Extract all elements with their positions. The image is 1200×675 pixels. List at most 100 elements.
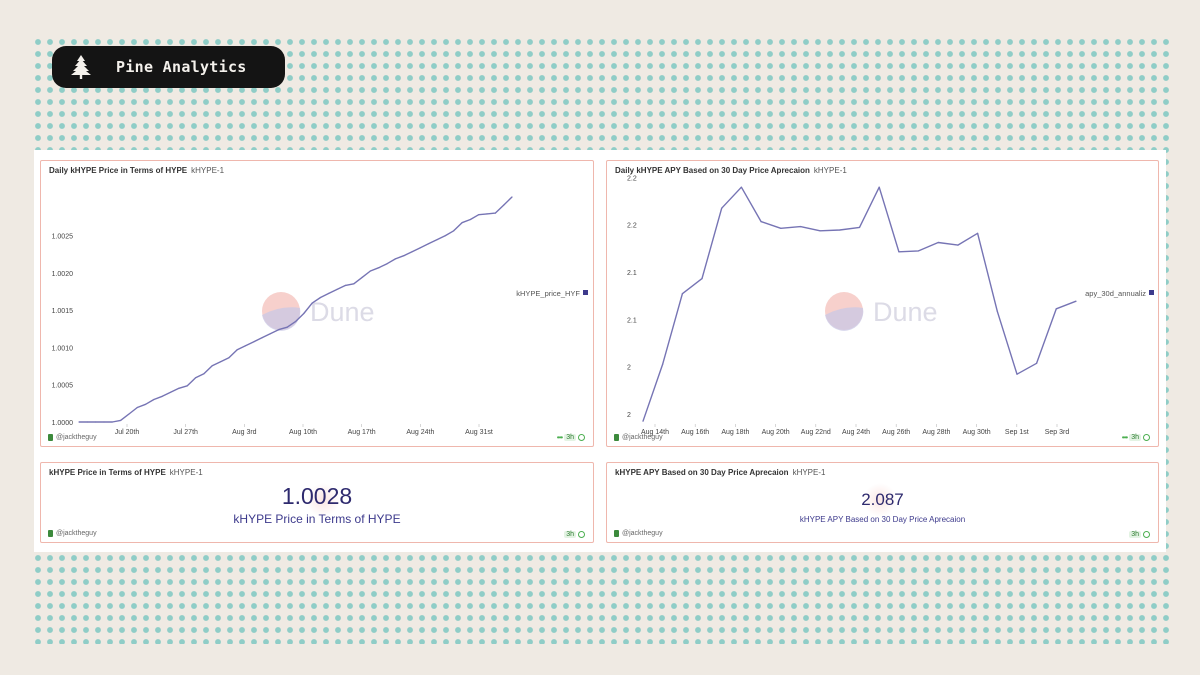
data-point bbox=[386, 263, 388, 265]
x-tick-label: Aug 18th bbox=[721, 429, 749, 436]
x-tick-label: Aug 17th bbox=[348, 429, 376, 436]
data-point bbox=[203, 373, 205, 375]
data-point bbox=[369, 270, 371, 272]
status-dots-icon: ••• bbox=[1121, 433, 1128, 442]
author[interactable]: @jacktheguy bbox=[48, 530, 97, 537]
data-point bbox=[681, 293, 683, 295]
data-point bbox=[1036, 362, 1038, 364]
check-icon bbox=[578, 531, 585, 538]
data-point bbox=[378, 267, 380, 269]
author[interactable]: @jacktheguy bbox=[614, 530, 663, 537]
freshness-text: 3h bbox=[564, 531, 576, 538]
dune-watermark: Dune bbox=[262, 292, 375, 331]
data-point bbox=[120, 419, 122, 421]
panel-title: kHYPE APY Based on 30 Day Price Aprecaio… bbox=[615, 468, 825, 477]
data-point bbox=[344, 284, 347, 286]
data-point bbox=[286, 326, 288, 328]
panel-title-text: kHYPE Price in Terms of HYPE bbox=[49, 468, 166, 477]
data-point bbox=[186, 385, 188, 387]
data-point bbox=[336, 288, 338, 290]
data-point bbox=[1075, 300, 1077, 302]
data-point bbox=[403, 255, 405, 257]
x-tick-label: Aug 3rd bbox=[232, 429, 257, 436]
x-tick-label: Jul 20th bbox=[115, 429, 140, 436]
legend-label: kHYPE_price_HYF bbox=[516, 289, 580, 298]
check-icon bbox=[1143, 434, 1150, 441]
y-tick-label: 1.0005 bbox=[52, 383, 74, 390]
data-point bbox=[253, 341, 255, 343]
data-point bbox=[161, 395, 163, 397]
data-point bbox=[178, 387, 180, 389]
author[interactable]: @jacktheguy bbox=[614, 434, 663, 441]
data-point bbox=[819, 230, 821, 232]
data-point bbox=[236, 349, 238, 351]
legend-swatch bbox=[1149, 290, 1154, 295]
data-point bbox=[394, 258, 396, 260]
data-point bbox=[319, 296, 322, 299]
data-point bbox=[511, 196, 513, 198]
data-point bbox=[957, 244, 959, 246]
panel-subtitle: kHYPE-1 bbox=[169, 468, 203, 477]
x-tick-label: Aug 20th bbox=[762, 429, 790, 436]
author-avatar-icon bbox=[614, 434, 619, 441]
y-tick-label: 1.0000 bbox=[52, 420, 74, 427]
data-point bbox=[721, 207, 723, 209]
counter-label: kHYPE APY Based on 30 Day Price Aprecaio… bbox=[799, 515, 966, 524]
data-point bbox=[303, 312, 305, 315]
data-point bbox=[228, 357, 230, 359]
apy-chart-panel: Daily kHYPE APY Based on 30 Day Price Ap… bbox=[606, 160, 1159, 447]
data-point bbox=[839, 229, 841, 231]
x-tick-label: Sep 3rd bbox=[1045, 429, 1070, 436]
data-point bbox=[642, 420, 644, 422]
freshness-text: 3h bbox=[1129, 434, 1141, 441]
data-point bbox=[86, 421, 88, 423]
data-point bbox=[760, 221, 762, 223]
data-point bbox=[977, 232, 979, 234]
data-point bbox=[78, 421, 80, 423]
panel-title-text: kHYPE APY Based on 30 Day Price Aprecaio… bbox=[615, 468, 789, 477]
data-point bbox=[145, 403, 147, 405]
data-point bbox=[294, 321, 297, 323]
data-point bbox=[486, 213, 488, 215]
data-point bbox=[153, 398, 155, 401]
data-point bbox=[858, 226, 861, 228]
data-point bbox=[878, 186, 880, 188]
author[interactable]: @jacktheguy bbox=[48, 434, 97, 441]
counter-value: 2.087 bbox=[861, 490, 904, 509]
price-counter-panel: kHYPE Price in Terms of HYPE kHYPE-1 1.00… bbox=[40, 462, 594, 543]
author-handle: @jacktheguy bbox=[622, 434, 663, 441]
counter-label: kHYPE Price in Terms of HYPE bbox=[233, 512, 401, 526]
legend-swatch bbox=[583, 290, 588, 295]
x-tick-label: Sep 1st bbox=[1005, 429, 1029, 436]
author-avatar-icon bbox=[614, 530, 619, 537]
x-tick-label: Aug 22nd bbox=[801, 429, 831, 436]
data-point bbox=[136, 406, 138, 409]
panel-title: kHYPE Price in Terms of HYPE kHYPE-1 bbox=[49, 468, 203, 477]
data-point bbox=[261, 337, 263, 339]
data-point bbox=[469, 218, 471, 221]
data-point bbox=[917, 250, 920, 252]
author-handle: @jacktheguy bbox=[622, 530, 663, 537]
y-tick-label: 2.2 bbox=[627, 175, 637, 182]
check-icon bbox=[1143, 531, 1150, 538]
data-point bbox=[461, 222, 463, 224]
author-handle: @jacktheguy bbox=[56, 530, 97, 537]
x-tick-label: Aug 31st bbox=[465, 429, 493, 436]
data-point bbox=[195, 377, 197, 379]
status-dots-icon: ••• bbox=[556, 433, 563, 442]
data-point bbox=[95, 421, 97, 423]
x-tick-label: Aug 10th bbox=[289, 429, 317, 436]
x-tick-label: Aug 24th bbox=[406, 429, 434, 436]
data-point bbox=[353, 283, 355, 285]
panel-subtitle: kHYPE-1 bbox=[191, 166, 225, 175]
y-tick-label: 2.1 bbox=[627, 317, 637, 324]
watermark-mark bbox=[863, 483, 897, 517]
data-point bbox=[328, 292, 330, 294]
price-line-chart: Dune 1.0000 1.0005 1.0010 1.0015 1.0020 1.0025… bbox=[52, 196, 588, 436]
data-point bbox=[937, 241, 939, 244]
x-tick-label: Aug 28th bbox=[922, 429, 950, 436]
author-handle: @jacktheguy bbox=[56, 434, 97, 441]
data-point bbox=[419, 247, 421, 249]
data-point bbox=[220, 361, 222, 363]
data-point bbox=[311, 302, 313, 304]
